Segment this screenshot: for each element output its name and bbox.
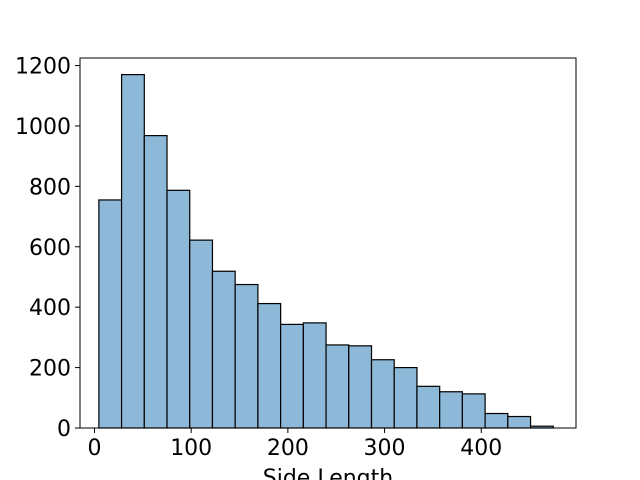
histogram-bar — [461, 393, 486, 429]
y-axis: 0 200 400 600 800 1000 1200 — [15, 55, 80, 442]
histogram-bar — [166, 189, 191, 429]
x-axis-label: Side Length — [263, 466, 393, 480]
histogram-bar — [416, 385, 441, 429]
x-tick-label: 0 — [88, 436, 102, 461]
y-tick-label: 800 — [29, 175, 71, 200]
x-tick-label: 400 — [460, 436, 502, 461]
histogram-bar — [257, 302, 282, 429]
histogram-bar — [98, 199, 123, 429]
y-tick-label: 1000 — [15, 115, 71, 140]
histogram-bar — [302, 322, 327, 429]
histogram-bar — [325, 344, 350, 429]
bars-group — [98, 74, 554, 429]
histogram-bar — [507, 415, 532, 429]
x-tick-label: 200 — [267, 436, 309, 461]
y-tick-label: 400 — [29, 296, 71, 321]
histogram-bar — [370, 359, 395, 429]
histogram-bar — [484, 412, 509, 429]
histogram-bar — [120, 74, 145, 429]
y-tick-label: 0 — [57, 417, 71, 442]
x-axis: 0 100 200 300 400 — [88, 428, 502, 461]
plot-area-frame — [79, 57, 577, 429]
histogram-bar — [189, 239, 214, 429]
x-tick-label: 300 — [364, 436, 406, 461]
histogram-bar — [439, 391, 463, 429]
histogram-bar — [211, 270, 236, 429]
x-tick-label: 100 — [170, 436, 212, 461]
histogram-bar — [143, 135, 168, 429]
y-tick-label: 600 — [29, 236, 71, 261]
y-tick-label: 200 — [29, 357, 71, 382]
histogram-bar — [234, 283, 259, 429]
histogram-bar — [348, 345, 373, 429]
histogram-bar — [393, 366, 418, 429]
y-tick-label: 1200 — [15, 55, 71, 80]
histogram-bar — [280, 323, 304, 429]
